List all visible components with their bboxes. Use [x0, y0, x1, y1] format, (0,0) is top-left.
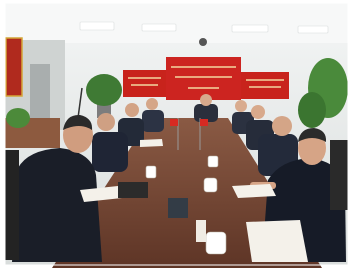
page — [0, 0, 350, 268]
cabinet — [30, 64, 50, 119]
chair — [330, 140, 348, 210]
banner-left — [123, 70, 166, 97]
camera — [199, 38, 207, 46]
wall-board — [6, 38, 22, 96]
banner-center — [166, 57, 241, 100]
chair — [5, 150, 19, 260]
meeting-photo — [0, 0, 350, 268]
laptop — [118, 182, 148, 198]
microphone-base — [168, 198, 188, 218]
ceiling — [5, 3, 348, 43]
nameplate — [196, 220, 206, 242]
banner-right — [241, 72, 289, 99]
